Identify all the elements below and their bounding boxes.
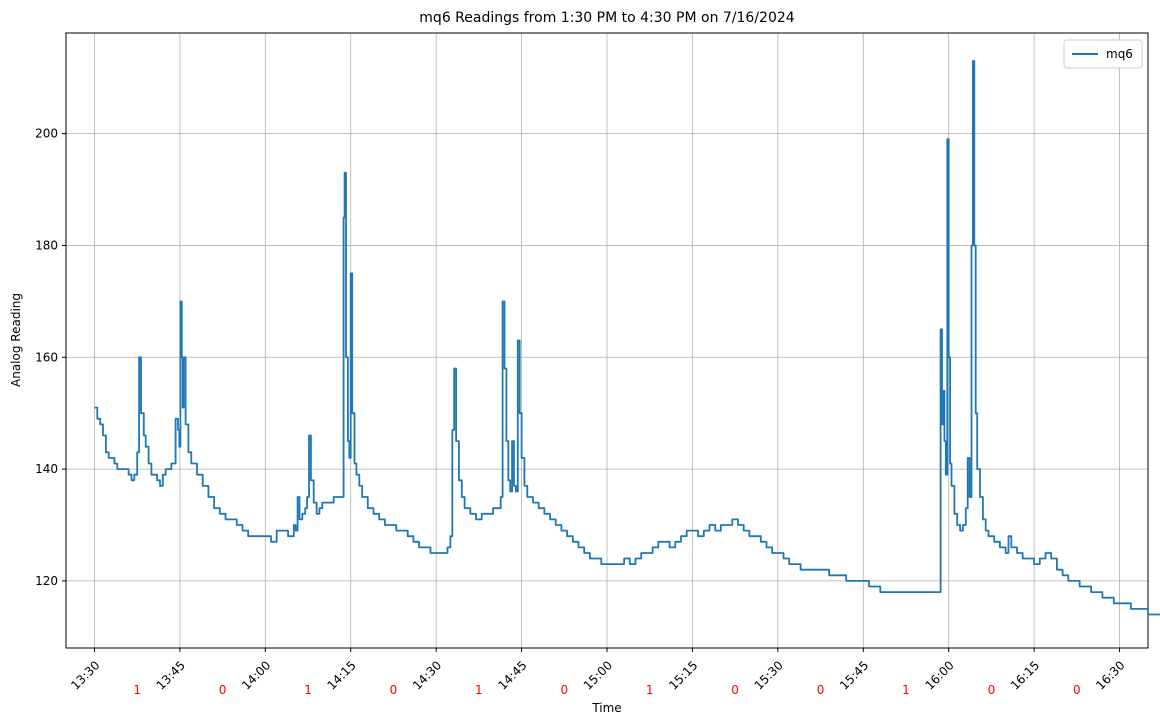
x-axis-label: Time — [591, 701, 621, 715]
annotation-label: 0 — [560, 683, 568, 697]
y-tick-label: 200 — [35, 127, 58, 141]
annotations: 1 0 1 0 1 0 1 0 0 1 0 0 — [133, 683, 1080, 697]
y-tick-label: 140 — [35, 462, 58, 476]
annotation-label: 0 — [390, 683, 398, 697]
grid — [66, 33, 1148, 648]
y-axis-label: Analog Reading — [9, 293, 23, 387]
annotation-label: 0 — [988, 683, 996, 697]
x-axis: 13:30 13:45 14:00 14:15 14:30 14:45 15:00 15:15… — [68, 648, 1128, 693]
y-axis: 120 140 160 180 200 — [35, 127, 66, 588]
legend-box — [1063, 39, 1143, 69]
x-tick-label: 16:15 — [1008, 658, 1042, 692]
series-line-mq6 — [94, 60, 1160, 616]
x-tick-label: 14:45 — [495, 658, 529, 692]
annotation-label: 1 — [902, 683, 910, 697]
y-tick-label: 180 — [35, 238, 58, 252]
y-tick-label: 120 — [35, 574, 58, 588]
y-tick-label: 160 — [35, 350, 58, 364]
annotation-label: 0 — [1073, 683, 1081, 697]
annotation-label: 1 — [646, 683, 654, 697]
annotation-label: 0 — [219, 683, 227, 697]
x-tick-label: 13:45 — [154, 658, 188, 692]
x-tick-label: 14:30 — [410, 658, 444, 692]
legend-label-mq6: mq6 — [1106, 47, 1133, 61]
annotation-label: 1 — [304, 683, 312, 697]
legend: mq6 — [1063, 39, 1143, 69]
x-tick-label: 16:00 — [922, 658, 956, 692]
x-tick-label: 14:15 — [324, 658, 358, 692]
x-tick-label: 15:30 — [752, 658, 786, 692]
annotation-label: 0 — [731, 683, 739, 697]
x-tick-label: 15:00 — [581, 658, 615, 692]
annotation-label: 1 — [475, 683, 483, 697]
x-tick-label: 15:15 — [666, 658, 700, 692]
annotation-label: 1 — [133, 683, 141, 697]
chart-title: mq6 Readings from 1:30 PM to 4:30 PM on … — [419, 10, 794, 26]
annotation-label: 0 — [817, 683, 825, 697]
x-tick-label: 15:45 — [837, 658, 871, 692]
x-tick-label: 13:30 — [68, 658, 102, 692]
x-tick-label: 16:30 — [1093, 658, 1127, 692]
x-tick-label: 14:00 — [239, 658, 273, 692]
